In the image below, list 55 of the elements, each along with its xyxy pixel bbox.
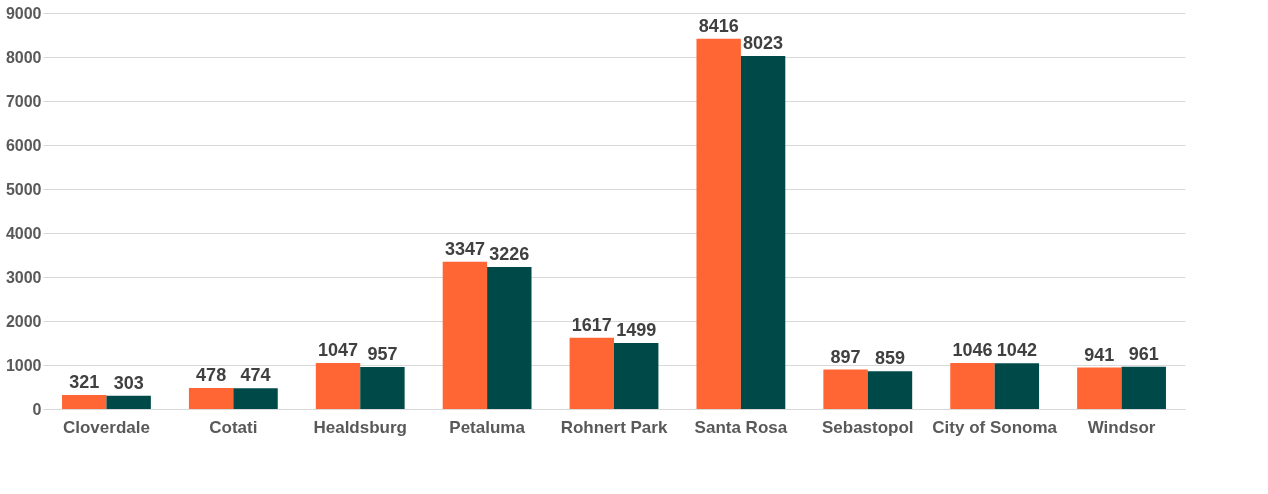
bar (1121, 366, 1166, 409)
bar (614, 343, 659, 409)
bar (950, 362, 995, 409)
bar (740, 55, 786, 409)
data-label: 897 (830, 346, 861, 367)
y-tick-label: 9000 (5, 4, 42, 22)
bar (188, 387, 234, 409)
bar (106, 395, 151, 409)
x-tick-label: Santa Rosa (694, 417, 788, 437)
bar (696, 38, 741, 409)
bar (487, 267, 532, 409)
y-tick-label: 5000 (5, 180, 42, 198)
data-label: 474 (240, 365, 271, 386)
data-label: 1047 (317, 339, 359, 360)
x-tick-label: Cotati (209, 417, 258, 437)
data-label: 1499 (616, 320, 657, 341)
y-tick-label: 6000 (5, 136, 42, 154)
x-tick-label: City of Sonoma (932, 417, 1058, 437)
data-label: 957 (367, 343, 398, 364)
data-label: 1046 (952, 339, 993, 360)
y-tick-label: 4000 (5, 224, 42, 242)
data-label: 3226 (489, 244, 530, 265)
data-label: 8416 (698, 15, 739, 36)
data-label: 3347 (444, 238, 485, 259)
y-tick-label: 8000 (5, 48, 42, 66)
data-label: 321 (69, 371, 100, 392)
bar (823, 369, 868, 409)
bar (442, 261, 488, 409)
x-tick-label: Petaluma (449, 417, 526, 437)
data-label: 1617 (571, 314, 612, 335)
bar (315, 362, 361, 409)
bar (62, 394, 107, 409)
y-tick-label: 0 (32, 400, 42, 418)
data-label: 303 (113, 372, 144, 393)
bar (569, 337, 614, 409)
data-label: 1042 (996, 340, 1037, 361)
bar (994, 363, 1040, 409)
x-tick-label: Windsor (1087, 417, 1156, 437)
data-label: 941 (1084, 344, 1115, 365)
y-tick-label: 1000 (5, 356, 42, 374)
bar (233, 388, 278, 409)
bar (360, 366, 405, 409)
bar (1077, 367, 1122, 409)
x-tick-label: Sebastopol (821, 417, 914, 437)
y-tick-label: 2000 (5, 312, 42, 330)
y-tick-label: 7000 (5, 92, 42, 110)
data-label: 8023 (743, 32, 784, 53)
x-tick-label: Rohnert Park (560, 417, 668, 437)
data-label: 859 (874, 348, 906, 369)
data-label: 478 (196, 364, 227, 385)
y-tick-label: 3000 (5, 268, 42, 286)
x-tick-label: Healdsburg (313, 417, 407, 437)
data-label: 961 (1128, 343, 1159, 364)
bar (867, 371, 913, 409)
x-tick-label: Cloverdale (62, 417, 150, 437)
